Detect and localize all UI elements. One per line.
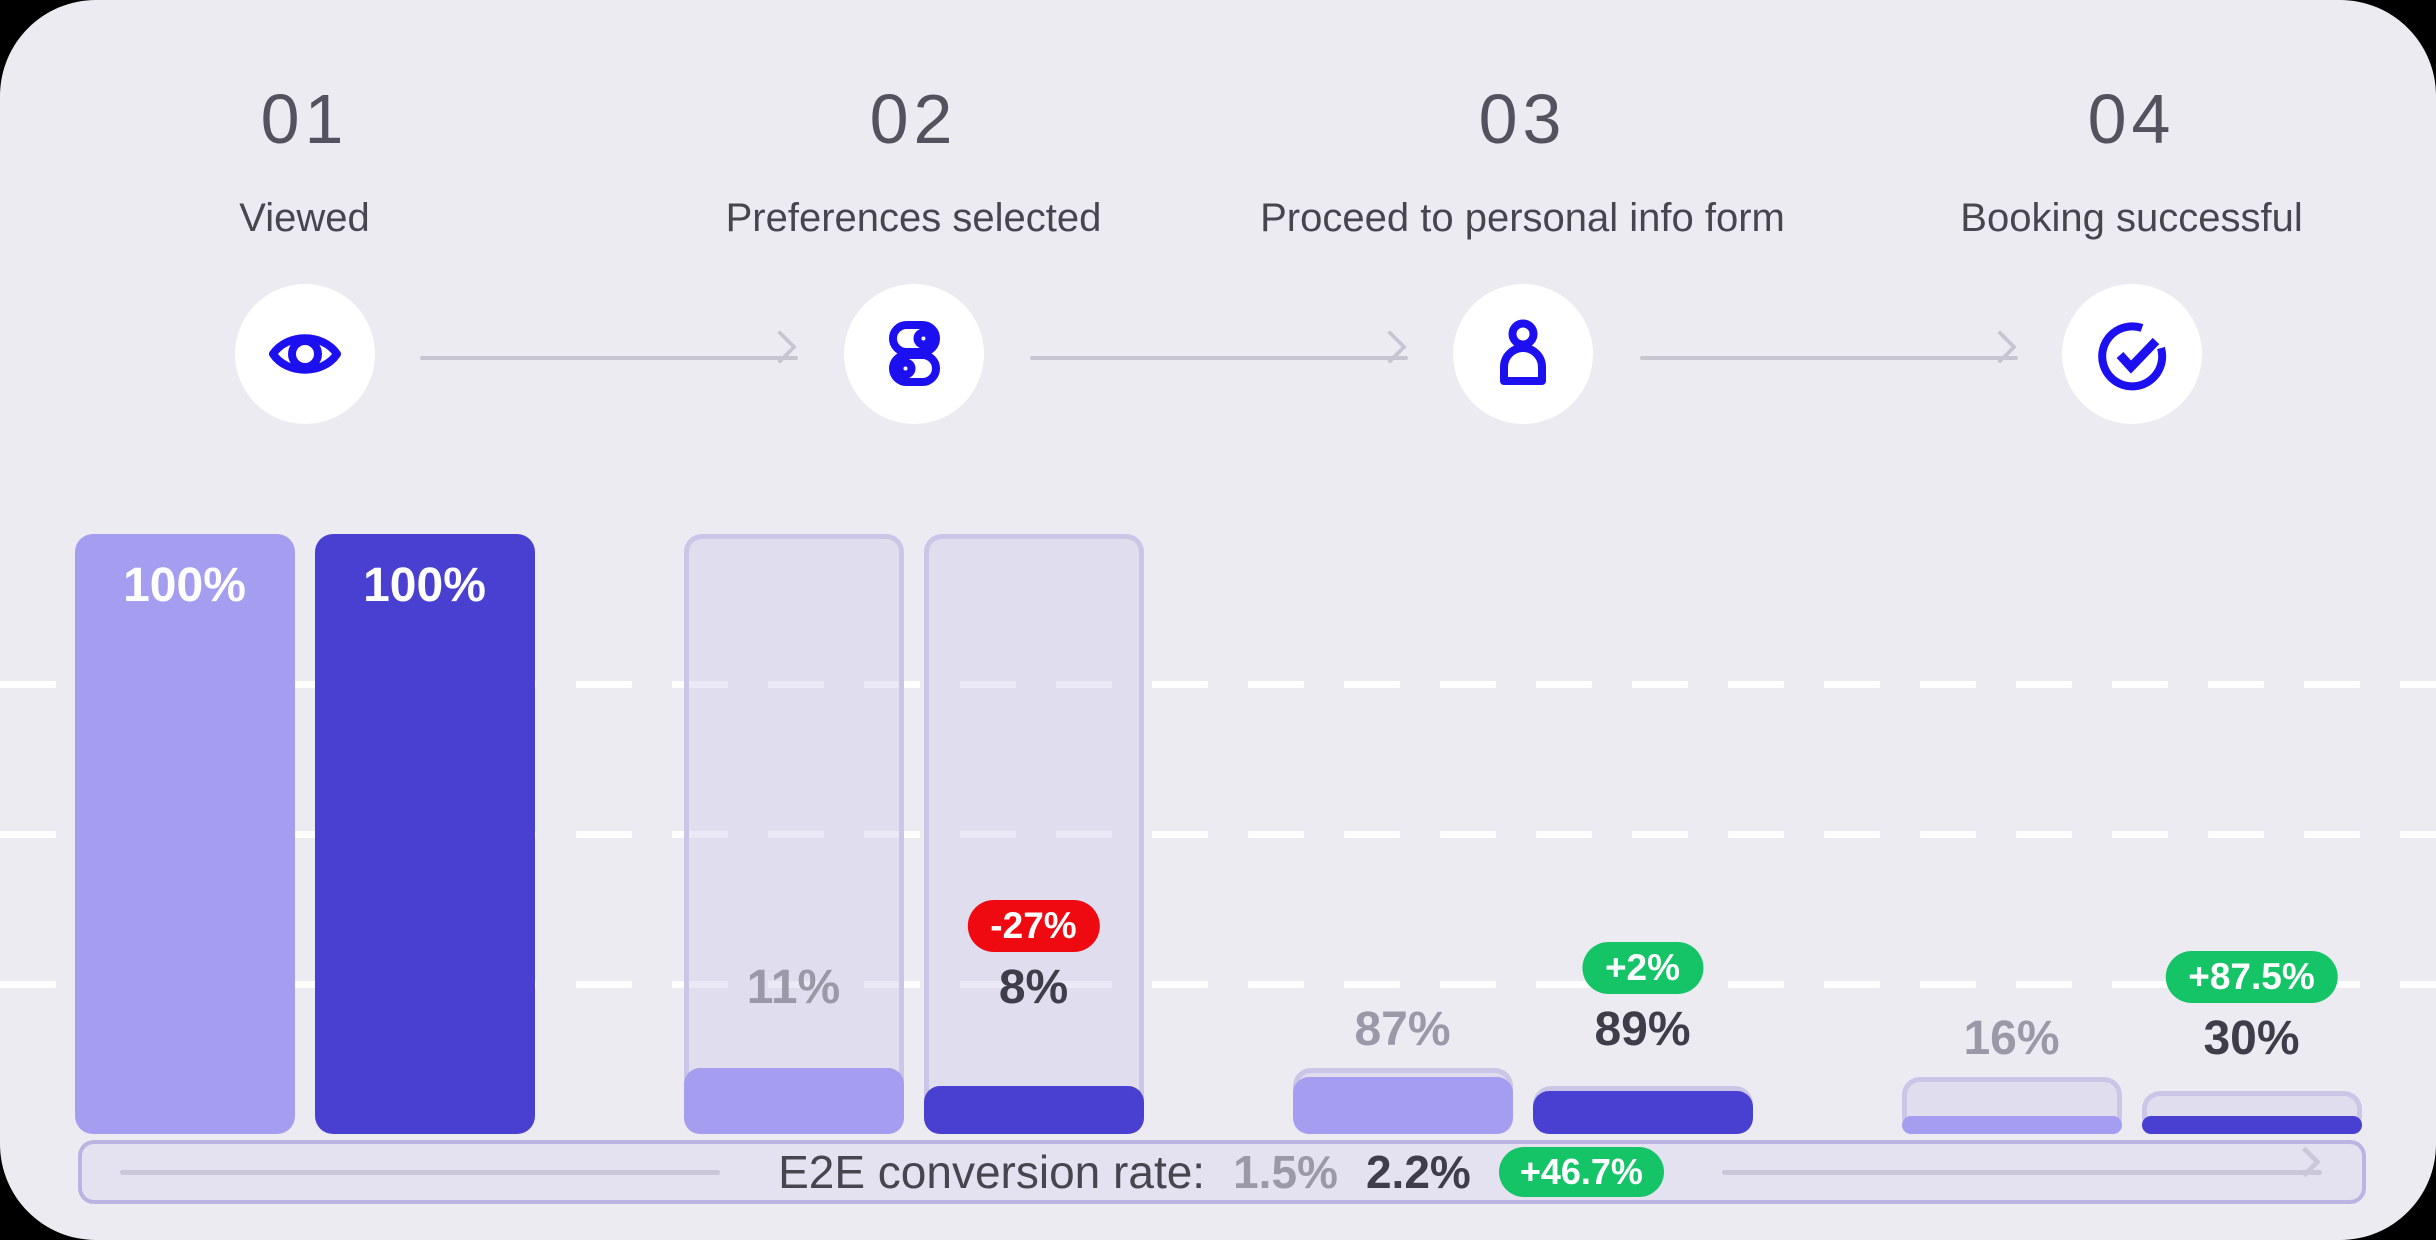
bar-series-b (923, 534, 1144, 1134)
bar-value-label: 30% (2203, 1011, 2300, 1065)
bar-fill-dark[interactable] (2141, 1116, 2362, 1134)
step-connector-arrow (1030, 356, 1408, 360)
bar-value-label: 16% (1963, 1011, 2060, 1065)
step-icon-circle (2061, 284, 2202, 424)
e2e-conversion-bar: E2E conversion rate: 1.5% 2.2% +46.7% (78, 1140, 2366, 1204)
bar-series-a (1901, 534, 2122, 1134)
bar-series-b: 100% (314, 534, 535, 1134)
eye-icon (266, 315, 344, 393)
bar-value-label: 87% (1354, 1003, 1451, 1056)
steps-header: 01 Viewed 02 Preferences selected (0, 0, 2436, 424)
bar-series-b (2141, 534, 2362, 1134)
bar-value-label: 11% (746, 961, 841, 1014)
step-number: 02 (869, 80, 958, 158)
bar-series-a (1292, 534, 1513, 1134)
bar-series-a: 100% (74, 534, 295, 1134)
step-label: Proceed to personal info form (1260, 196, 1785, 240)
bar-fill-light[interactable] (683, 1068, 904, 1134)
step-label: Preferences selected (725, 196, 1102, 240)
gridline-25pct (0, 981, 2436, 988)
bar-fill-dark[interactable]: 100% (314, 534, 535, 1134)
check-circle-icon (2093, 315, 2171, 393)
step-column-3: 03 Proceed to personal info form (1218, 0, 1827, 424)
step-number: 01 (260, 80, 349, 158)
bar-reference-container (923, 534, 1144, 1134)
step-icon-circle (843, 284, 984, 424)
step-column-2: 02 Preferences selected (609, 0, 1218, 424)
step-column-1: 01 Viewed (0, 0, 609, 424)
bar-fill-light[interactable] (1901, 1116, 2122, 1134)
bar-reference-container (683, 534, 904, 1134)
e2e-value-a: 1.5% (1233, 1146, 1338, 1198)
gridline-50pct (0, 831, 2436, 838)
bar-fill-dark[interactable] (1532, 1091, 1753, 1134)
bar-value-label: 89% (1594, 1003, 1691, 1056)
funnel-chart: 100% 100% 11% 8% -27% 87% 89% +2% 16% 30% +87.5% (0, 534, 2436, 1134)
step-column-4: 04 Booking successful (1827, 0, 2436, 424)
funnel-group-2: 11% 8% -27% (683, 534, 1144, 1134)
step-number: 03 (1478, 80, 1567, 158)
bar-value-label: 8% (998, 961, 1069, 1014)
bar-fill-light[interactable] (1292, 1076, 1513, 1134)
e2e-label: E2E conversion rate: (778, 1146, 1206, 1198)
footer-line-left (120, 1169, 721, 1175)
bar-fill-light[interactable]: 100% (74, 534, 295, 1134)
toggles-icon (875, 315, 953, 393)
bar-value-label: 100% (123, 559, 246, 612)
person-icon (1484, 315, 1562, 393)
bar-series-a (683, 534, 904, 1134)
step-connector-arrow (420, 356, 798, 360)
step-icon-circle (234, 284, 375, 424)
gridline-75pct (0, 681, 2436, 688)
bar-fill-dark[interactable] (923, 1086, 1144, 1134)
funnel-group-1: 100% 100% (74, 534, 535, 1134)
step-label: Booking successful (1960, 196, 2303, 240)
step-icon-circle (1452, 284, 1593, 424)
bar-series-b (1532, 534, 1753, 1134)
e2e-delta-badge: +46.7% (1498, 1147, 1664, 1197)
bar-value-label: 100% (363, 559, 486, 612)
step-label: Viewed (239, 196, 370, 240)
funnel-group-3: 87% 89% +2% (1292, 534, 1753, 1134)
delta-badge: +2% (1581, 942, 1704, 994)
delta-badge: +87.5% (2165, 950, 2338, 1003)
step-number: 04 (2087, 80, 2176, 158)
footer-arrow-right (1721, 1169, 2322, 1175)
e2e-value-b: 2.2% (1365, 1146, 1471, 1198)
step-connector-arrow (1640, 356, 2018, 360)
delta-badge: -27% (967, 900, 1100, 952)
funnel-group-4: 16% 30% +87.5% (1901, 534, 2362, 1134)
